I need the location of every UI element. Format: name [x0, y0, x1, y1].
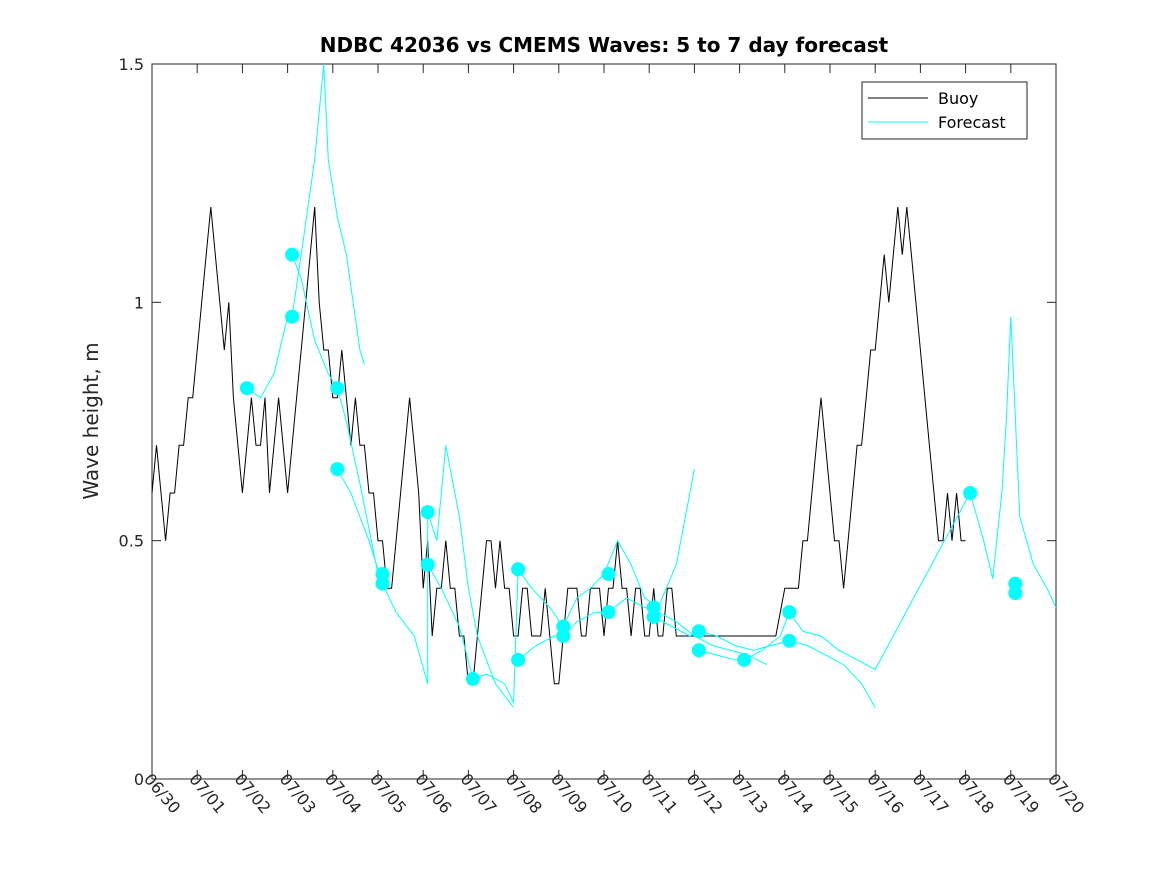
y-tick-label: 1.5 — [119, 55, 144, 74]
axes-box — [151, 63, 1057, 780]
forecast-marker — [511, 652, 526, 667]
forecast-marker — [691, 624, 706, 639]
forecast-marker — [285, 247, 300, 262]
series-line-buoy — [151, 206, 966, 685]
forecast-marker — [1008, 586, 1023, 601]
y-axis: 0 0.5 1 1.5 — [119, 55, 1056, 789]
forecast-marker — [601, 567, 616, 582]
forecast-marker — [646, 609, 661, 624]
forecast-marker — [330, 462, 345, 477]
y-tick-label: 0.5 — [119, 532, 144, 551]
forecast-markers — [239, 247, 1023, 686]
forecast-marker — [239, 381, 254, 396]
forecast-marker — [601, 605, 616, 620]
y-tick-label: 0 — [134, 770, 144, 789]
forecast-marker — [330, 381, 345, 396]
forecast-marker — [691, 643, 706, 658]
forecast-marker — [420, 505, 435, 520]
legend-buoy-label: Buoy — [938, 89, 978, 108]
forecast-marker — [782, 633, 797, 648]
forecast-marker — [285, 309, 300, 324]
chart-title: NDBC 42036 vs CMEMS Waves: 5 to 7 day fo… — [320, 33, 889, 57]
legend: Buoy Forecast — [861, 81, 1028, 140]
forecast-marker — [375, 576, 390, 591]
forecast-marker — [420, 557, 435, 572]
plot-area — [151, 63, 1057, 780]
y-tick-label: 1 — [134, 293, 144, 312]
y-axis-label: Wave height, m — [79, 342, 103, 499]
legend-forecast-label: Forecast — [938, 113, 1006, 132]
forecast-marker — [511, 562, 526, 577]
forecast-marker — [556, 629, 571, 643]
forecast-marker — [737, 652, 752, 667]
forecast-marker — [782, 605, 797, 620]
legend-box — [861, 81, 1028, 140]
forecast-marker — [963, 486, 978, 500]
forecast-marker — [465, 671, 480, 686]
